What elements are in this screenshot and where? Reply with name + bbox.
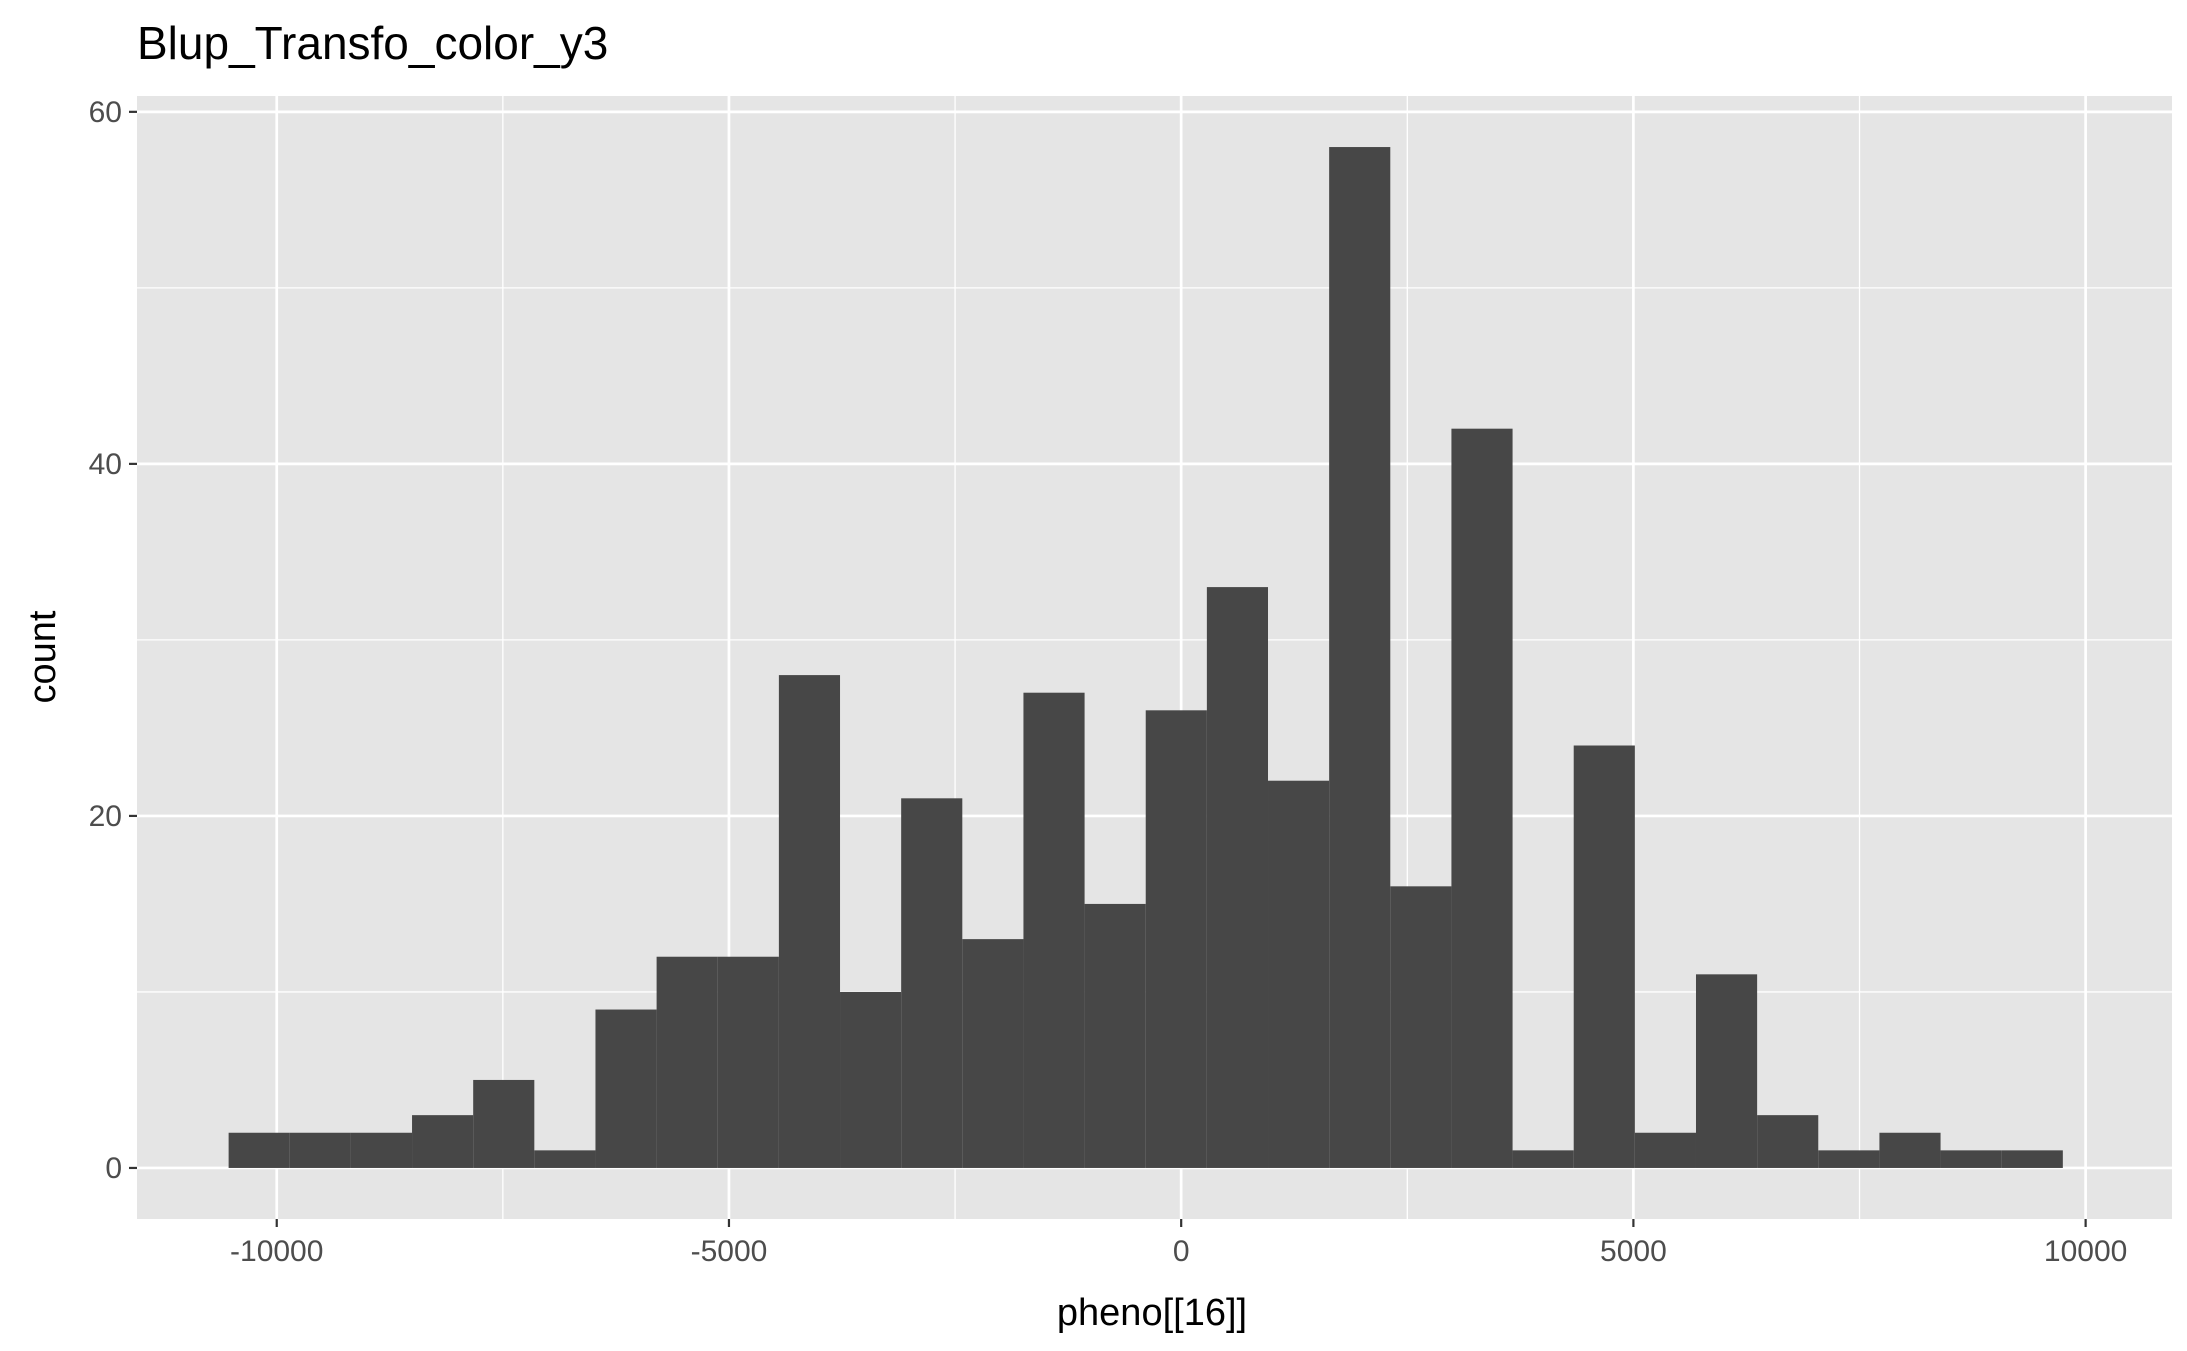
histogram-bar	[1879, 1132, 1941, 1168]
histogram-bars	[228, 147, 2063, 1168]
chart-title: Blup_Transfo_color_y3	[137, 17, 608, 69]
histogram-bar	[1573, 745, 1635, 1168]
histogram-bar	[840, 991, 902, 1168]
histogram-bar	[1206, 587, 1269, 1168]
y-tick-label: 40	[89, 448, 122, 481]
x-axis: -10000 -5000 0 5000 10000	[230, 1219, 2127, 1268]
histogram-bar	[1390, 886, 1452, 1168]
histogram-bar	[473, 1079, 535, 1168]
y-axis: 0 20 40 60	[89, 96, 137, 1185]
x-tick-label: 0	[1173, 1235, 1190, 1268]
histogram-bar	[1145, 710, 1207, 1168]
histogram-bar	[350, 1132, 413, 1168]
histogram-bar	[1512, 1150, 1574, 1168]
histogram-bar	[962, 939, 1024, 1168]
histogram-bar	[228, 1132, 290, 1168]
y-axis-title: count	[22, 610, 64, 703]
x-tick-label: 5000	[1600, 1235, 1667, 1268]
histogram-bar	[1023, 692, 1085, 1168]
histogram-bar	[717, 956, 779, 1168]
histogram-bar	[534, 1150, 596, 1168]
histogram-bar	[1695, 974, 1758, 1168]
histogram-bar	[595, 1009, 657, 1168]
histogram-bar	[1757, 1115, 1819, 1168]
y-tick-label: 0	[105, 1152, 122, 1185]
histogram-bar	[778, 675, 841, 1168]
x-tick-label: -5000	[691, 1235, 768, 1268]
histogram-bar	[1329, 147, 1391, 1168]
histogram-bar	[1818, 1150, 1880, 1168]
histogram-bar	[412, 1115, 474, 1168]
histogram-bar	[1634, 1132, 1696, 1168]
histogram-bar	[1268, 780, 1330, 1168]
histogram-bar	[289, 1132, 351, 1168]
histogram-bar	[1451, 428, 1513, 1168]
x-axis-title: pheno[[16]]	[1057, 1292, 1247, 1334]
histogram-bar	[656, 956, 718, 1168]
y-tick-label: 60	[89, 96, 122, 129]
histogram-bar	[1084, 903, 1146, 1168]
histogram-bar	[2001, 1150, 2063, 1168]
y-tick-label: 20	[89, 800, 122, 833]
x-tick-label: 10000	[2044, 1235, 2127, 1268]
minor-gridlines	[137, 96, 2172, 1219]
histogram-bar	[1940, 1150, 2002, 1168]
histogram-bar	[901, 798, 963, 1168]
x-tick-label: -10000	[230, 1235, 323, 1268]
